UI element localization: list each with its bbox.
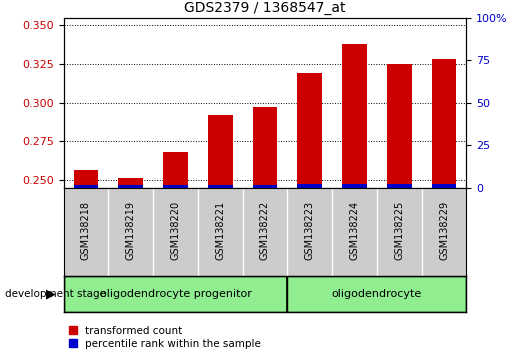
Bar [342,44,367,188]
Bar [253,185,277,188]
Bar [432,59,456,188]
Bar [118,185,143,188]
Text: GSM138218: GSM138218 [81,201,91,259]
Text: GSM138219: GSM138219 [126,201,136,259]
Text: oligodendrocyte progenitor: oligodendrocyte progenitor [100,289,251,299]
Text: development stage: development stage [5,289,107,299]
Legend: transformed count, percentile rank within the sample: transformed count, percentile rank withi… [69,326,261,349]
Bar [432,184,456,188]
Text: GSM138223: GSM138223 [305,200,315,260]
Text: GSM138224: GSM138224 [349,200,359,260]
Bar [342,184,367,188]
Bar [297,184,322,188]
Bar [74,170,98,188]
Text: oligodendrocyte: oligodendrocyte [332,289,422,299]
Bar [118,178,143,188]
Text: ▶: ▶ [46,287,56,300]
Text: GSM138229: GSM138229 [439,200,449,260]
Bar [64,276,287,312]
Text: GSM138222: GSM138222 [260,200,270,260]
Bar [208,185,233,188]
Text: GSM138220: GSM138220 [171,200,181,260]
Bar [387,184,412,188]
Bar [163,185,188,188]
Bar [163,152,188,188]
Bar [297,73,322,188]
Bar [74,185,98,188]
Bar [253,107,277,188]
Bar [208,115,233,188]
Text: GSM138225: GSM138225 [394,200,404,260]
Title: GDS2379 / 1368547_at: GDS2379 / 1368547_at [184,1,346,15]
Bar [387,64,412,188]
Bar [287,276,466,312]
Text: GSM138221: GSM138221 [215,200,225,260]
